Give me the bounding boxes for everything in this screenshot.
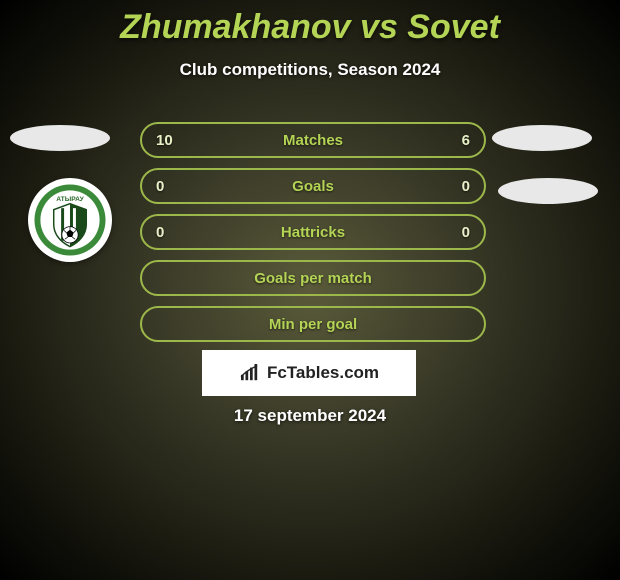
brand-box[interactable]: FcTables.com xyxy=(202,350,416,396)
stat-row-matches: 10 Matches 6 xyxy=(140,122,486,158)
stat-row-min-per-goal: Min per goal xyxy=(140,306,486,342)
svg-text:АТЫРАУ: АТЫРАУ xyxy=(56,196,84,203)
stat-label: Hattricks xyxy=(281,224,345,241)
stat-row-goals-per-match: Goals per match xyxy=(140,260,486,296)
stat-label: Goals xyxy=(292,178,334,195)
right-player-ellipse-1 xyxy=(492,125,592,151)
stat-row-hattricks: 0 Hattricks 0 xyxy=(140,214,486,250)
subtitle: Club competitions, Season 2024 xyxy=(0,60,620,80)
brand-label: FcTables.com xyxy=(267,363,379,383)
stat-left-value: 10 xyxy=(156,132,173,149)
stat-left-value: 0 xyxy=(156,224,164,241)
stat-right-value: 0 xyxy=(462,224,470,241)
stat-right-value: 0 xyxy=(462,178,470,195)
left-player-ellipse xyxy=(10,125,110,151)
stat-row-goals: 0 Goals 0 xyxy=(140,168,486,204)
bar-chart-icon xyxy=(239,364,261,382)
left-team-badge: АТЫРАУ xyxy=(28,178,112,262)
page-title: Zhumakhanov vs Sovet xyxy=(0,8,620,47)
right-player-ellipse-2 xyxy=(498,178,598,204)
date-text: 17 september 2024 xyxy=(0,406,620,426)
stat-label: Matches xyxy=(283,132,343,149)
stat-left-value: 0 xyxy=(156,178,164,195)
stat-right-value: 6 xyxy=(462,132,470,149)
stat-label: Goals per match xyxy=(254,270,372,287)
atyrau-crest-icon: АТЫРАУ xyxy=(33,183,107,257)
stat-label: Min per goal xyxy=(269,316,357,333)
